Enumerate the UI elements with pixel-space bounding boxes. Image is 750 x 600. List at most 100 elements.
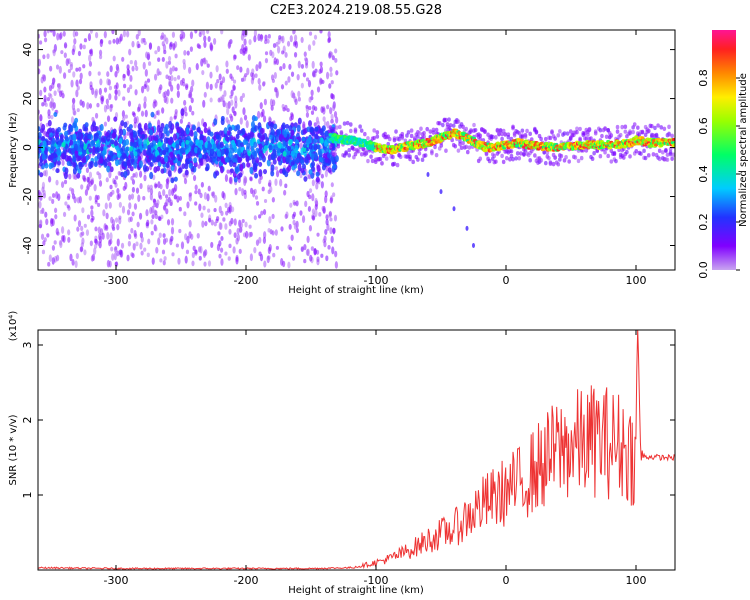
spectral-noise-cell — [176, 195, 180, 203]
colorbar-tick-label: 0.6 — [697, 117, 710, 135]
ridge-halo-cell — [509, 149, 514, 154]
ridge-halo-cell — [366, 136, 370, 141]
secondary-trace-cell — [465, 225, 469, 231]
ridge-halo-cell — [650, 123, 654, 129]
spectral-noise-cell — [170, 97, 174, 104]
spectral-band-cell — [258, 143, 263, 150]
spectral-noise-cell — [157, 45, 161, 53]
secondary-trace-cell — [439, 189, 443, 195]
spectral-band-cell — [276, 156, 281, 162]
spectral-band-cell — [83, 126, 88, 132]
spectral-noise-cell — [65, 58, 69, 67]
spectral-noise-cell — [103, 121, 108, 127]
spectral-noise-cell — [194, 201, 198, 206]
spectral-band-cell — [309, 126, 314, 134]
spectral-noise-cell — [323, 235, 327, 243]
spectral-band-cell — [72, 122, 77, 129]
spectral-band-cell — [274, 134, 279, 143]
spectral-noise-cell — [135, 241, 139, 247]
spectral-band-cell — [187, 152, 192, 159]
spectral-noise-cell — [145, 51, 149, 59]
ridge-halo-cell — [395, 162, 400, 168]
spectral-noise-cell — [306, 248, 310, 257]
spectral-noise-cell — [247, 54, 251, 61]
spectral-noise-cell — [108, 170, 112, 179]
spectral-noise-cell — [196, 232, 200, 239]
spectral-noise-cell — [111, 223, 115, 230]
spectral-noise-cell — [144, 109, 148, 118]
spectral-noise-cell — [164, 237, 169, 243]
spectral-noise-cell — [325, 71, 330, 80]
spectral-band-cell — [313, 143, 318, 151]
spectral-band-cell — [172, 133, 177, 141]
spectral-noise-cell — [165, 61, 169, 69]
spectral-band-cell — [147, 122, 152, 129]
ridge-cell — [651, 138, 656, 143]
spectral-noise-cell — [327, 37, 331, 44]
spectral-noise-cell — [96, 102, 100, 108]
ridge-halo-cell — [467, 145, 472, 150]
spectral-noise-cell — [198, 203, 202, 212]
spectral-noise-cell — [88, 54, 92, 62]
ridge-halo-cell — [567, 159, 571, 164]
spectral-noise-cell — [320, 106, 324, 114]
spectral-noise-cell — [316, 256, 320, 263]
spectral-noise-cell — [280, 226, 284, 232]
spectral-band-cell — [324, 130, 329, 137]
spectral-band-cell — [56, 148, 61, 156]
spectral-noise-cell — [207, 35, 211, 42]
spectral-noise-cell — [161, 107, 165, 114]
spectral-noise-cell — [264, 58, 269, 64]
spectral-noise-cell — [94, 88, 99, 96]
ridge-halo-cell — [408, 156, 412, 162]
spectral-band-cell — [157, 141, 162, 147]
ridge-halo-cell — [394, 129, 398, 134]
spectral-noise-cell — [238, 186, 242, 192]
spectral-noise-cell — [140, 236, 144, 243]
spectral-noise-cell — [129, 59, 133, 65]
spectral-noise-cell — [239, 66, 243, 73]
spectral-noise-cell — [173, 165, 178, 172]
ridge-halo-cell — [559, 153, 564, 159]
spectral-band-cell — [56, 160, 61, 166]
spectral-noise-cell — [243, 175, 247, 184]
spectral-noise-cell — [192, 174, 197, 182]
spectral-noise-cell — [320, 173, 324, 179]
ridge-halo-cell — [363, 131, 367, 137]
spectral-noise-cell — [209, 83, 213, 91]
spectral-noise-cell — [135, 65, 139, 72]
spectral-band-cell — [220, 156, 225, 163]
spectral-noise-cell — [311, 179, 315, 187]
spectral-band-cell — [242, 149, 247, 156]
spectral-noise-cell — [134, 171, 138, 179]
spectral-noise-cell — [251, 72, 255, 81]
ridge-halo-cell — [500, 131, 504, 137]
spectral-band-cell — [253, 116, 258, 122]
spectral-band-cell — [242, 139, 247, 146]
snr-panel: -300 -200 -100 0 100 1 2 3 Height of straight … — [8, 311, 676, 596]
spectral-band-cell — [44, 162, 49, 169]
spectral-noise-cell — [81, 100, 85, 108]
spectral-noise-cell — [258, 236, 262, 244]
ridge-halo-cell — [523, 134, 528, 139]
spectral-noise-cell — [151, 257, 155, 265]
spectral-noise-cell — [41, 74, 45, 80]
spectral-band-cell — [330, 156, 335, 162]
ridge-halo-cell — [551, 161, 556, 167]
spectral-noise-cell — [87, 33, 92, 42]
spectral-noise-cell — [318, 212, 322, 217]
spectral-band-cell — [270, 164, 275, 172]
spectral-band-cell — [278, 133, 283, 142]
spectral-band-cell — [50, 127, 55, 134]
spectral-noise-cell — [263, 98, 267, 106]
spectral-noise-cell — [171, 65, 176, 72]
spectral-noise-cell — [335, 116, 339, 124]
spectral-noise-cell — [103, 87, 108, 93]
ridge-halo-cell — [592, 151, 596, 156]
spectral-noise-cell — [300, 82, 304, 89]
spectral-noise-cell — [301, 215, 306, 223]
ridge-halo-cell — [494, 135, 498, 140]
spectral-band-cell — [171, 142, 176, 148]
spectral-noise-cell — [220, 30, 224, 35]
